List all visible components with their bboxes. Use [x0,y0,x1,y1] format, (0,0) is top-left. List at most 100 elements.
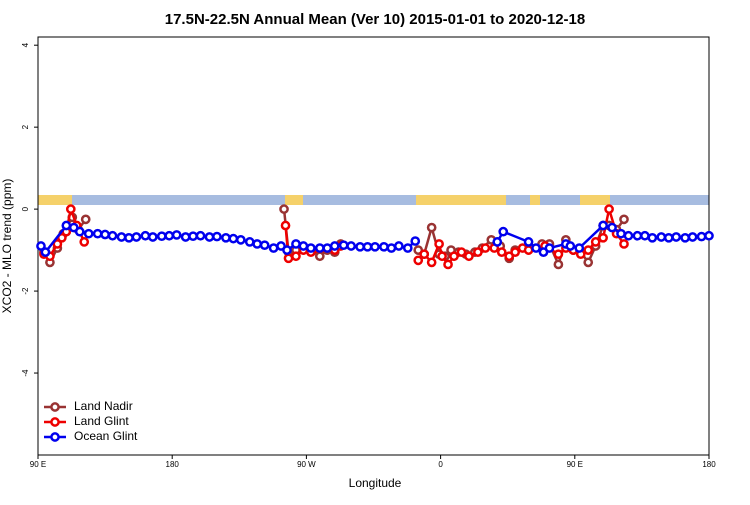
data-point [531,243,541,253]
data-point [426,257,437,268]
data-point [79,237,90,247]
y-tick-label: 0 [21,206,30,211]
data-point [74,226,85,237]
data-point [65,204,76,214]
data-point [124,232,134,243]
data-point [61,220,72,231]
legend-label: Ocean Glint [74,429,138,443]
data-point [147,232,158,242]
data-point [619,214,629,225]
data-point [259,240,270,251]
data-point [647,232,658,243]
legend-label: Land Glint [74,414,129,428]
data-point [80,214,91,225]
data-point [116,232,127,242]
data-point [280,220,291,231]
data-point [449,251,459,262]
x-tick-label: 180 [166,460,180,469]
data-point [656,232,667,242]
data-point [188,231,198,242]
data-point [52,239,63,249]
x-axis-label: Longitude [349,476,402,490]
data-point [419,249,430,260]
data-point [100,229,110,240]
data-point [355,241,365,252]
land-band [416,195,506,205]
data-point [92,228,103,239]
data-point [574,243,585,253]
land-band [530,195,540,205]
data-point [510,247,521,257]
data-point [604,204,614,214]
data-point [632,230,643,241]
data-point [523,245,534,255]
land-band [285,195,303,205]
data-point [523,237,534,247]
data-point [306,243,316,253]
land-band [38,195,72,205]
legend-swatch-marker [50,432,60,442]
x-tick-label: 90 E [30,460,46,469]
data-point [544,243,555,253]
data-point [244,237,255,247]
data-point [362,241,373,252]
data-point [235,235,246,245]
data-point [36,241,46,251]
data-point [379,241,389,252]
data-point [607,222,617,233]
data-point [131,232,142,242]
data-point [370,241,380,252]
data-point [680,232,690,243]
data-point [464,251,474,262]
data-point [623,230,634,241]
data-point [402,243,413,253]
data-point [180,232,191,242]
data-point [583,245,594,255]
y-tick-label: 2 [21,124,30,129]
data-point [322,243,333,253]
data-point [704,230,714,241]
data-point [291,239,301,249]
data-point [598,232,608,243]
data-point [426,222,437,233]
y-tick-label: 4 [21,42,30,47]
data-point [329,241,340,251]
data-point [195,230,206,241]
data-point [221,232,231,243]
data-point [156,231,167,242]
data-point [228,233,239,244]
legend-swatch-marker [50,417,60,427]
data-point [590,237,601,247]
data-point [338,240,349,251]
data-point [473,247,483,257]
data-point [492,237,503,247]
data-point [393,241,404,251]
y-axis-label: XCO2 - MLO trend (ppm) [0,179,14,314]
legend-label: Land Nadir [74,399,133,413]
data-point [279,204,289,214]
land-ocean-strip [38,195,709,205]
data-point [83,228,94,239]
data-point [616,228,626,239]
x-tick-label: 180 [702,460,716,469]
legend-swatch-marker [50,402,60,412]
data-point [40,247,51,257]
data-point [671,232,682,242]
chart-title: 17.5N-22.5N Annual Mean (Ver 10) 2015-01… [165,11,585,28]
x-tick-label: 90 W [297,460,316,469]
data-point [171,230,182,240]
data-point [107,230,118,241]
data-point [410,236,421,246]
data-point [456,247,467,257]
data-point [498,226,509,237]
ocean-band [38,195,709,205]
data-point [663,232,674,243]
data-point [598,220,608,231]
data-point [314,243,325,253]
data-point [140,230,151,241]
data-point [252,239,263,249]
data-point [283,253,294,264]
x-tick-label: 0 [438,460,443,469]
